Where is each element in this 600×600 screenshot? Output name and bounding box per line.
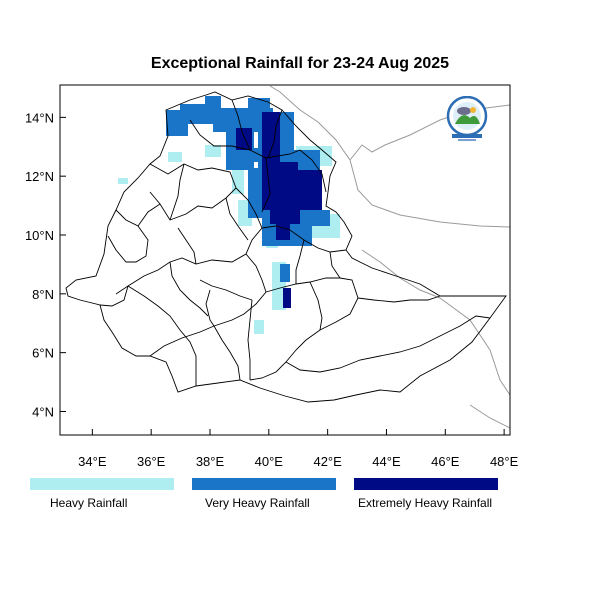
y-tick-label: 6°N xyxy=(32,346,54,361)
rainfall-fields xyxy=(118,96,340,334)
y-axis-ticks: 4°N 6°N 8°N 10°N 12°N 14°N xyxy=(25,110,66,419)
y-tick-label: 4°N xyxy=(32,404,54,419)
legend-label: Extremely Heavy Rainfall xyxy=(358,496,493,510)
x-tick-label: 48°E xyxy=(490,454,519,469)
y-tick-label: 10°N xyxy=(25,228,54,243)
y-tick-label: 14°N xyxy=(25,110,54,125)
legend-swatch xyxy=(192,478,336,490)
y-tick-label: 8°N xyxy=(32,287,54,302)
extremely-heavy-rainfall-areas xyxy=(236,112,322,308)
x-axis-ticks: 34°E 36°E 38°E 40°E 42°E 44°E 46°E 48°E xyxy=(78,429,519,469)
map-title: Exceptional Rainfall for 23-24 Aug 2025 xyxy=(150,55,450,72)
x-tick-label: 42°E xyxy=(313,454,342,469)
x-tick-label: 40°E xyxy=(255,454,284,469)
regional-boundaries xyxy=(65,91,507,403)
legend-label: Heavy Rainfall xyxy=(50,496,128,510)
x-tick-label: 38°E xyxy=(196,454,225,469)
x-tick-label: 36°E xyxy=(137,454,166,469)
x-tick-label: 46°E xyxy=(431,454,460,469)
plot-frame xyxy=(59,84,511,436)
legend-label: Very Heavy Rainfall xyxy=(205,496,310,510)
meteorology-institute-logo-icon xyxy=(446,96,488,141)
legend-swatch xyxy=(354,478,498,490)
y-tick-label: 12°N xyxy=(25,169,54,184)
legend-swatch xyxy=(30,478,174,490)
x-tick-label: 44°E xyxy=(372,454,401,469)
x-tick-label: 34°E xyxy=(78,454,107,469)
